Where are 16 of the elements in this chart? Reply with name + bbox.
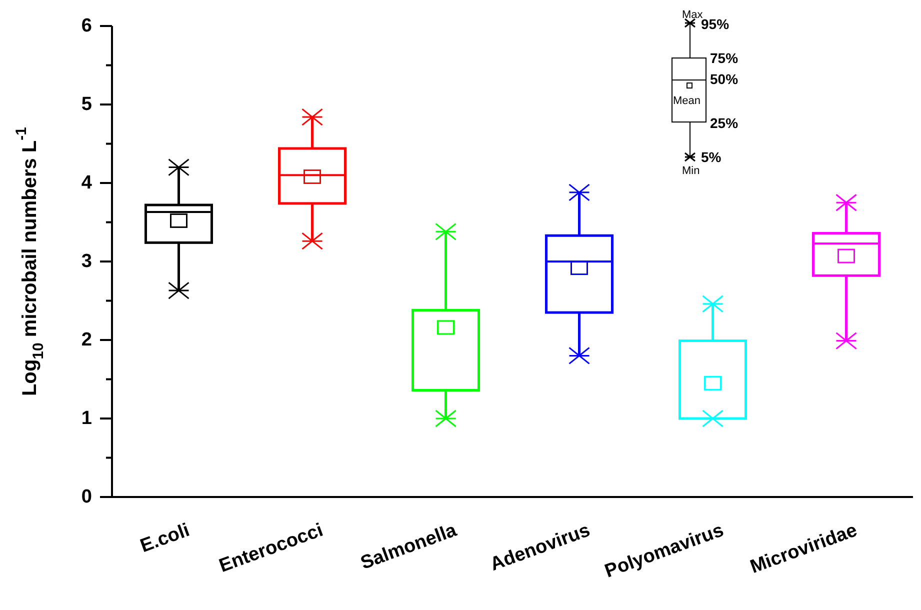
- y-tick-label: 2: [81, 330, 92, 350]
- y-tick-label: 3: [81, 251, 92, 272]
- text: Max: [682, 9, 704, 21]
- annotation: 50%: [710, 71, 739, 87]
- y-tick-label: 5: [81, 94, 92, 115]
- annotation: 25%: [710, 115, 739, 131]
- annotation: 75%: [710, 50, 739, 66]
- annotation: Mean: [673, 95, 701, 107]
- y-tick-label: 4: [81, 172, 92, 194]
- x-tick-label: E.coli: [138, 520, 192, 558]
- y-tick-label: 6: [81, 16, 92, 36]
- annotation: 95%: [701, 16, 730, 32]
- annotation: Min: [682, 165, 700, 177]
- y-tick-label: 1: [81, 408, 92, 429]
- y-tick-label: 0: [81, 486, 92, 508]
- annotation: 5%: [701, 149, 722, 165]
